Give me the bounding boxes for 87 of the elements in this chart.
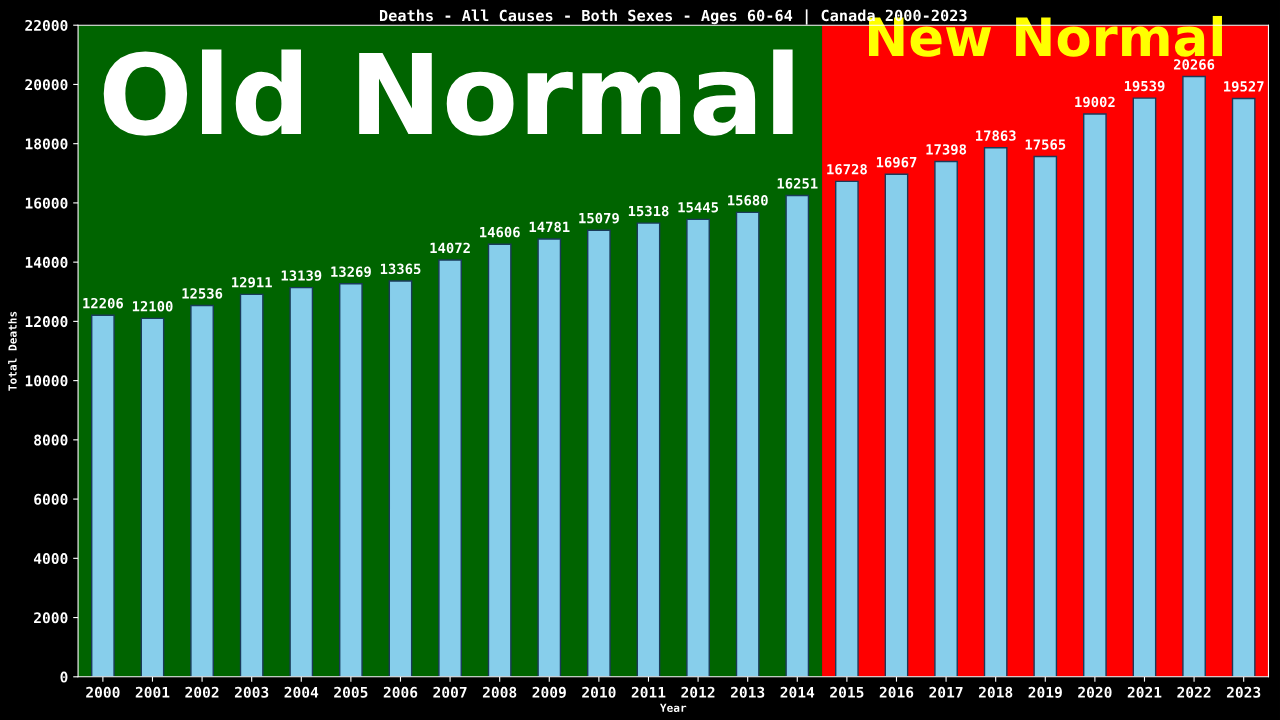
bar bbox=[388, 280, 413, 677]
x-tick-label: 2017 bbox=[929, 686, 963, 698]
y-tick-label: 0 bbox=[60, 671, 68, 683]
x-tick-label: 2021 bbox=[1127, 686, 1162, 698]
y-tick-label: 2000 bbox=[34, 612, 68, 624]
x-tick-label: 2001 bbox=[135, 686, 170, 698]
data-label: 19539 bbox=[1124, 80, 1165, 92]
data-label: 17863 bbox=[976, 130, 1016, 141]
x-tick-label: 2008 bbox=[482, 686, 517, 698]
band-label: Old Normal bbox=[103, 49, 793, 136]
y-tick-label: 14000 bbox=[25, 256, 68, 268]
y-tick-label: 6000 bbox=[34, 493, 68, 505]
data-label: 15318 bbox=[628, 205, 669, 217]
data-label: 12911 bbox=[232, 277, 272, 288]
data-label: 13269 bbox=[331, 266, 371, 278]
bar bbox=[884, 173, 909, 677]
x-tick-label: 2018 bbox=[978, 686, 1013, 698]
data-label: 15445 bbox=[678, 202, 719, 213]
x-axis-title: Year bbox=[659, 703, 687, 713]
x-tick-label: 2000 bbox=[86, 686, 120, 698]
bar bbox=[686, 218, 710, 677]
data-label: 12206 bbox=[83, 297, 124, 309]
x-tick-label: 2004 bbox=[284, 686, 319, 698]
x-tick-label: 2015 bbox=[830, 686, 864, 698]
data-label: 16728 bbox=[827, 163, 867, 175]
data-label: 19527 bbox=[1224, 81, 1264, 92]
bar bbox=[1182, 75, 1206, 677]
y-tick-label: 10000 bbox=[25, 375, 68, 387]
y-tick-label: 8000 bbox=[34, 434, 68, 446]
bar bbox=[735, 211, 760, 677]
x-tick-label: 2010 bbox=[582, 686, 616, 698]
y-tick-label: 12000 bbox=[25, 316, 68, 328]
data-label: 17565 bbox=[1025, 139, 1066, 150]
bar bbox=[636, 222, 661, 677]
bar bbox=[140, 317, 165, 677]
data-label: 12536 bbox=[182, 288, 223, 299]
bar bbox=[1231, 97, 1256, 677]
bar bbox=[835, 180, 859, 677]
data-label: 20266 bbox=[1173, 59, 1215, 70]
bar bbox=[1132, 97, 1157, 677]
y-axis-title: Total Deaths bbox=[8, 311, 17, 391]
data-label: 15680 bbox=[728, 195, 768, 206]
data-label: 13365 bbox=[380, 263, 421, 275]
data-label: 13139 bbox=[281, 270, 322, 281]
bar bbox=[91, 314, 115, 677]
bar bbox=[339, 283, 363, 677]
bar bbox=[1033, 155, 1058, 677]
data-label: 19002 bbox=[1075, 96, 1115, 108]
y-tick-label: 18000 bbox=[25, 138, 68, 150]
x-tick-label: 2002 bbox=[185, 686, 219, 698]
x-tick-label: 2014 bbox=[780, 686, 815, 698]
x-tick-label: 2011 bbox=[631, 686, 666, 698]
bar bbox=[190, 304, 214, 677]
y-tick-label: 20000 bbox=[25, 79, 68, 91]
bar bbox=[785, 194, 810, 677]
bar bbox=[934, 160, 958, 677]
bar bbox=[537, 238, 562, 677]
bar bbox=[487, 243, 512, 677]
x-tick-label: 2022 bbox=[1177, 686, 1211, 698]
x-tick-label: 2009 bbox=[532, 686, 566, 698]
bar bbox=[1083, 113, 1107, 677]
x-tick-label: 2012 bbox=[681, 686, 715, 698]
bar bbox=[289, 286, 314, 677]
data-label: 14072 bbox=[430, 242, 470, 254]
x-tick-label: 2019 bbox=[1028, 686, 1062, 698]
x-tick-label: 2005 bbox=[334, 686, 368, 698]
x-tick-label: 2003 bbox=[234, 686, 269, 698]
bar bbox=[438, 259, 462, 677]
y-tick-label: 16000 bbox=[25, 197, 68, 209]
data-label: 16967 bbox=[876, 156, 917, 168]
y-tick-label: 4000 bbox=[33, 553, 68, 565]
data-label: 16251 bbox=[777, 178, 818, 189]
data-label: 17398 bbox=[926, 144, 967, 155]
data-label: 14606 bbox=[480, 226, 520, 238]
x-tick-label: 2007 bbox=[433, 686, 467, 698]
data-label: 12100 bbox=[132, 301, 173, 312]
x-tick-label: 2013 bbox=[730, 686, 765, 698]
x-tick-label: 2023 bbox=[1226, 686, 1261, 698]
bar bbox=[239, 293, 264, 677]
data-label: 15079 bbox=[579, 212, 619, 224]
x-tick-label: 2020 bbox=[1078, 686, 1112, 698]
bar bbox=[983, 147, 1008, 677]
data-label: 14781 bbox=[529, 221, 570, 233]
bar bbox=[587, 229, 611, 677]
x-tick-label: 2016 bbox=[879, 686, 914, 698]
y-tick-label: 22000 bbox=[25, 19, 68, 31]
x-tick-label: 2006 bbox=[383, 686, 418, 698]
